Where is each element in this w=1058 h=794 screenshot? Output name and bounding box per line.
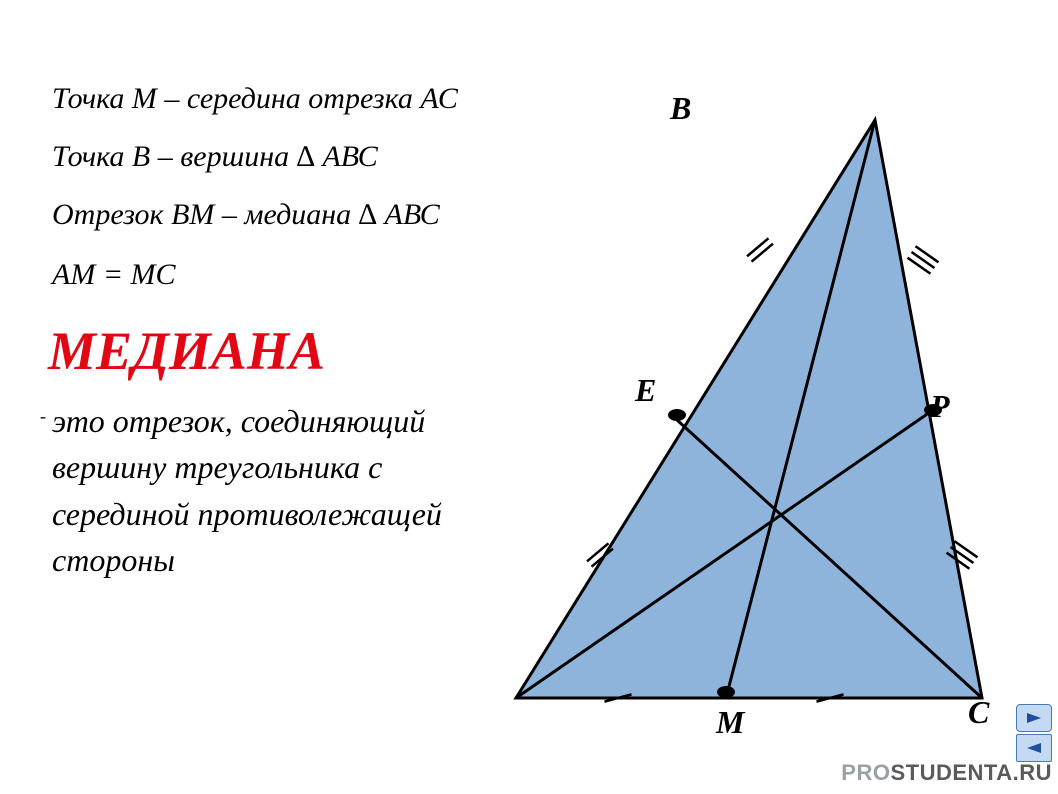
arrow-right-icon <box>1025 711 1043 725</box>
vertex-label-b: В <box>670 90 691 127</box>
triangle-diagram: В Е Р М С <box>470 90 1030 720</box>
headline-median: МЕДИАНА <box>48 320 325 382</box>
text-line-3: Отрезок ВМ – медиана ∆ АВС <box>52 198 440 232</box>
definition-dash: - <box>40 406 46 427</box>
watermark: PROSTUDENTA.RU <box>841 760 1052 786</box>
vertex-label-m: М <box>716 704 744 741</box>
nav-back-button[interactable] <box>1016 734 1052 762</box>
nav-forward-button[interactable] <box>1016 704 1052 732</box>
vertex-label-p: Р <box>930 388 950 425</box>
vertex-label-c: С <box>968 694 989 731</box>
text-line-1: Точка М – середина отрезка АС <box>52 82 458 116</box>
watermark-rest: STUDENTA.RU <box>890 760 1052 785</box>
arrow-left-icon <box>1025 741 1043 755</box>
text-line-4: АМ = МС <box>52 258 176 292</box>
definition-text: это отрезок, соединяющий вершину треугол… <box>52 398 472 584</box>
text-line-2: Точка В – вершина ∆ АВС <box>52 140 378 174</box>
vertex-label-e: Е <box>635 372 656 409</box>
watermark-pro: PRO <box>841 760 890 785</box>
